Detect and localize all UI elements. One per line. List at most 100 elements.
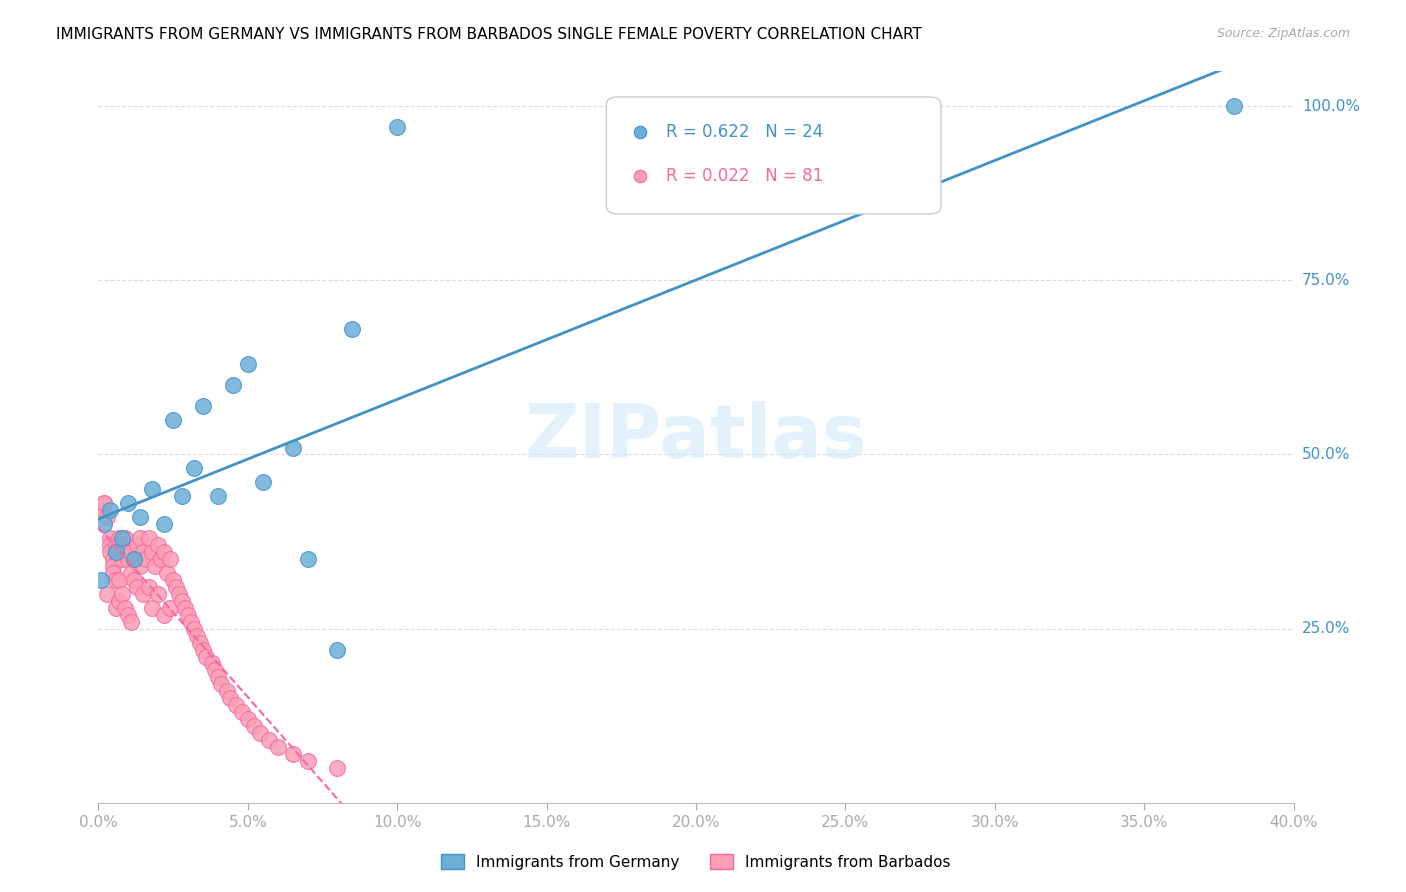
Point [96, 587, 118, 601]
Point [209, 677, 232, 691]
Point [342, 322, 364, 336]
Point [105, 573, 128, 587]
Point [117, 607, 139, 622]
Point [172, 594, 194, 608]
Point [252, 475, 274, 490]
Legend: Immigrants from Germany, Immigrants from Barbados: Immigrants from Germany, Immigrants from… [434, 847, 957, 876]
Point [105, 538, 128, 552]
Text: ZIPatlas: ZIPatlas [524, 401, 868, 474]
Point [183, 622, 205, 636]
Text: IMMIGRANTS FROM GERMANY VS IMMIGRANTS FROM BARBADOS SINGLE FEMALE POVERTY CORREL: IMMIGRANTS FROM GERMANY VS IMMIGRANTS FR… [56, 27, 922, 42]
Point [111, 531, 134, 545]
Point [191, 399, 214, 413]
Text: 75.0%: 75.0% [1302, 273, 1350, 288]
Text: Source: ZipAtlas.com: Source: ZipAtlas.com [1216, 27, 1350, 40]
Point [105, 600, 128, 615]
Point [103, 566, 125, 580]
Point [108, 538, 131, 552]
Point [201, 657, 224, 671]
Point [153, 545, 176, 559]
Point [153, 517, 176, 532]
Point [141, 483, 163, 497]
Point [172, 489, 194, 503]
Point [111, 587, 134, 601]
Point [236, 712, 259, 726]
Point [165, 580, 187, 594]
Point [236, 357, 259, 371]
Point [93, 517, 115, 532]
Point [114, 545, 136, 559]
Point [1223, 99, 1246, 113]
Text: 50.0%: 50.0% [1302, 447, 1350, 462]
Point [93, 496, 115, 510]
Point [114, 531, 136, 545]
Point [127, 538, 149, 552]
Point [385, 120, 409, 134]
Point [207, 670, 229, 684]
Point [148, 587, 170, 601]
Point [124, 552, 146, 566]
Point [225, 698, 247, 713]
Point [188, 635, 211, 649]
Point [150, 552, 173, 566]
Point [326, 642, 349, 657]
Text: 25.0%: 25.0% [1302, 621, 1350, 636]
Text: R = 0.622   N = 24: R = 0.622 N = 24 [666, 123, 824, 141]
Point [117, 496, 139, 510]
Point [105, 545, 128, 559]
FancyBboxPatch shape [606, 97, 941, 214]
Point [249, 726, 271, 740]
Point [207, 489, 229, 503]
Point [141, 600, 163, 615]
Point [120, 615, 142, 629]
Text: R = 0.022   N = 81: R = 0.022 N = 81 [666, 167, 824, 185]
Point [98, 531, 122, 545]
Point [174, 600, 197, 615]
Point [111, 545, 134, 559]
Point [120, 566, 142, 580]
Point [204, 664, 226, 678]
Point [90, 573, 112, 587]
Point [93, 496, 115, 510]
Point [231, 705, 253, 719]
Point [117, 545, 139, 559]
Point [159, 600, 181, 615]
Point [129, 531, 152, 545]
Point [114, 600, 136, 615]
Point [167, 587, 190, 601]
Point [281, 441, 304, 455]
Point [129, 558, 152, 573]
Point [103, 552, 125, 566]
Point [98, 503, 122, 517]
Point [124, 552, 146, 566]
Point [162, 573, 184, 587]
Point [105, 545, 128, 559]
Point [138, 580, 160, 594]
Point [98, 545, 122, 559]
Point [177, 607, 200, 622]
Point [108, 594, 131, 608]
Point [162, 412, 184, 426]
Point [129, 510, 152, 524]
Point [183, 461, 205, 475]
Point [281, 747, 304, 761]
Point [141, 545, 163, 559]
Point [132, 545, 155, 559]
Point [215, 684, 238, 698]
Point [148, 538, 170, 552]
Point [90, 503, 112, 517]
Text: 100.0%: 100.0% [1302, 99, 1360, 113]
Point [297, 552, 319, 566]
Point [127, 580, 149, 594]
Point [108, 531, 131, 545]
Point [186, 629, 208, 643]
Point [159, 552, 181, 566]
Point [124, 573, 146, 587]
Point [191, 642, 214, 657]
Point [297, 754, 319, 768]
Point [243, 719, 266, 733]
Point [194, 649, 218, 664]
Point [135, 552, 157, 566]
Point [111, 552, 134, 566]
Point [222, 377, 245, 392]
